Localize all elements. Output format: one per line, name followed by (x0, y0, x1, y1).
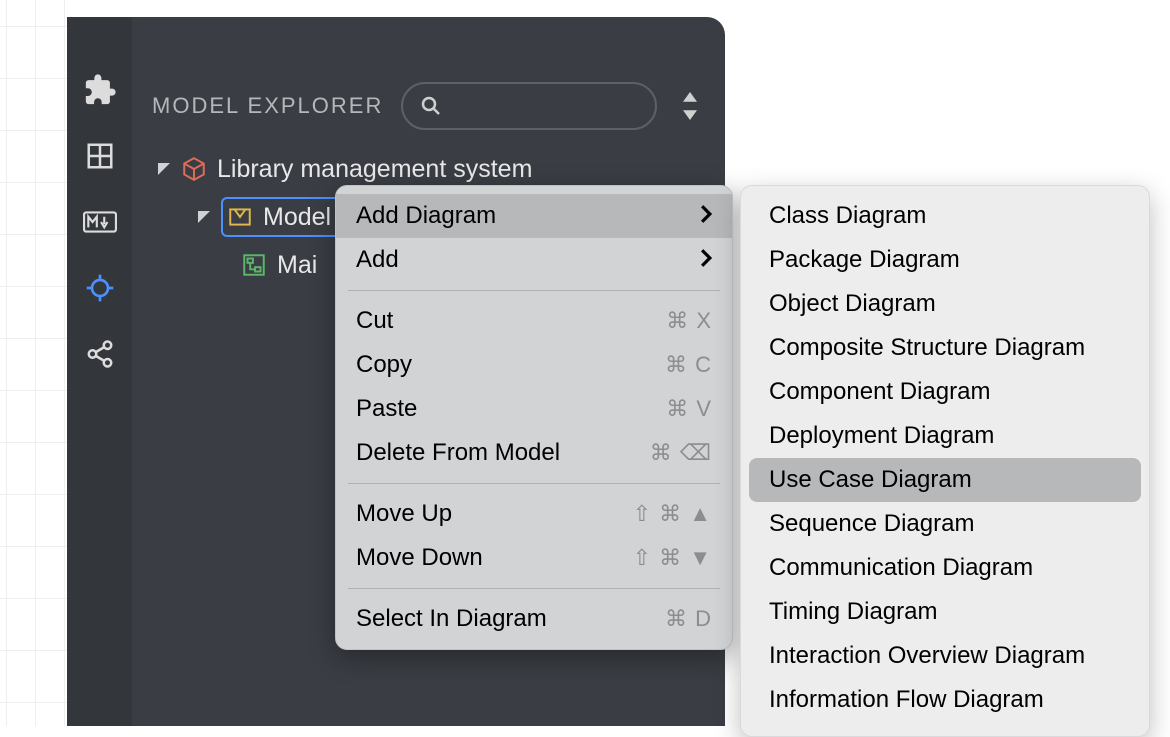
menu-separator (348, 588, 720, 589)
diagram-icon (241, 252, 267, 278)
icon-rail (67, 17, 132, 726)
submenu-item-interaction-overview-diagram[interactable]: Interaction Overview Diagram (749, 634, 1141, 678)
menu-separator (348, 483, 720, 484)
menu-item-shortcut: ⌘ V (666, 396, 712, 422)
tree-model-label: Model (263, 203, 331, 232)
add-diagram-submenu: Class DiagramPackage DiagramObject Diagr… (740, 185, 1150, 737)
menu-item-shortcut: ⌘ X (666, 308, 712, 334)
menu-item-label: Move Down (356, 544, 483, 572)
tree-root-label: Library management system (217, 155, 532, 184)
menu-separator (348, 290, 720, 291)
menu-item-shortcut: ⌘ C (665, 352, 712, 378)
menu-item-shortcut: ⌘ ⌫ (650, 440, 712, 466)
context-menu: Add Diagram Add Cut ⌘ X Copy ⌘ C Paste ⌘ V Delet… (335, 185, 733, 650)
submenu-item-sequence-diagram[interactable]: Sequence Diagram (749, 502, 1141, 546)
submenu-item-object-diagram[interactable]: Object Diagram (749, 282, 1141, 326)
menu-item-shortcut: ⌘ D (665, 606, 712, 632)
submenu-item-information-flow-diagram[interactable]: Information Flow Diagram (749, 678, 1141, 722)
search-input[interactable] (401, 82, 657, 130)
menu-item-add-diagram[interactable]: Add Diagram (336, 194, 732, 238)
menu-item-label: Move Up (356, 500, 452, 528)
model-icon (227, 204, 253, 230)
menu-item-add[interactable]: Add (336, 238, 732, 282)
submenu-item-timing-diagram[interactable]: Timing Diagram (749, 590, 1141, 634)
menu-item-paste[interactable]: Paste ⌘ V (336, 387, 732, 431)
menu-item-label: Paste (356, 395, 417, 423)
panel-title: MODEL EXPLORER (152, 93, 383, 119)
submenu-item-composite-structure-diagram[interactable]: Composite Structure Diagram (749, 326, 1141, 370)
submenu-item-communication-diagram[interactable]: Communication Diagram (749, 546, 1141, 590)
menu-item-shortcut: ⇧ ⌘ ▲ (633, 501, 712, 527)
sort-button[interactable] (675, 82, 705, 130)
menu-item-cut[interactable]: Cut ⌘ X (336, 299, 732, 343)
menu-item-label: Copy (356, 351, 412, 379)
markdown-icon[interactable] (82, 204, 118, 240)
expand-toggle-icon[interactable] (197, 210, 211, 224)
search-icon (419, 94, 443, 118)
extension-icon[interactable] (82, 72, 118, 108)
canvas-grid-edge (0, 0, 67, 726)
menu-item-move-up[interactable]: Move Up ⇧ ⌘ ▲ (336, 492, 732, 536)
tree-child-label: Mai (277, 251, 317, 280)
menu-item-select-in-diagram[interactable]: Select In Diagram ⌘ D (336, 597, 732, 641)
menu-item-shortcut: ⇧ ⌘ ▼ (633, 545, 712, 571)
submenu-item-component-diagram[interactable]: Component Diagram (749, 370, 1141, 414)
submenu-item-use-case-diagram[interactable]: Use Case Diagram (749, 458, 1141, 502)
chevron-right-icon (700, 246, 712, 274)
share-icon[interactable] (82, 336, 118, 372)
submenu-item-class-diagram[interactable]: Class Diagram (749, 194, 1141, 238)
menu-item-move-down[interactable]: Move Down ⇧ ⌘ ▼ (336, 536, 732, 580)
menu-item-label: Cut (356, 307, 393, 335)
menu-item-label: Select In Diagram (356, 605, 547, 633)
grid-icon[interactable] (82, 138, 118, 174)
panel-header: MODEL EXPLORER (152, 79, 705, 133)
menu-item-label: Add Diagram (356, 202, 496, 230)
target-icon[interactable] (82, 270, 118, 306)
submenu-item-deployment-diagram[interactable]: Deployment Diagram (749, 414, 1141, 458)
sort-icon (681, 92, 699, 120)
submenu-item-package-diagram[interactable]: Package Diagram (749, 238, 1141, 282)
menu-item-delete[interactable]: Delete From Model ⌘ ⌫ (336, 431, 732, 475)
model-node-selected: Model (221, 197, 343, 237)
menu-item-copy[interactable]: Copy ⌘ C (336, 343, 732, 387)
menu-item-label: Delete From Model (356, 439, 560, 467)
menu-item-label: Add (356, 246, 399, 274)
chevron-right-icon (700, 202, 712, 230)
cube-icon (181, 156, 207, 182)
expand-toggle-icon[interactable] (157, 162, 171, 176)
